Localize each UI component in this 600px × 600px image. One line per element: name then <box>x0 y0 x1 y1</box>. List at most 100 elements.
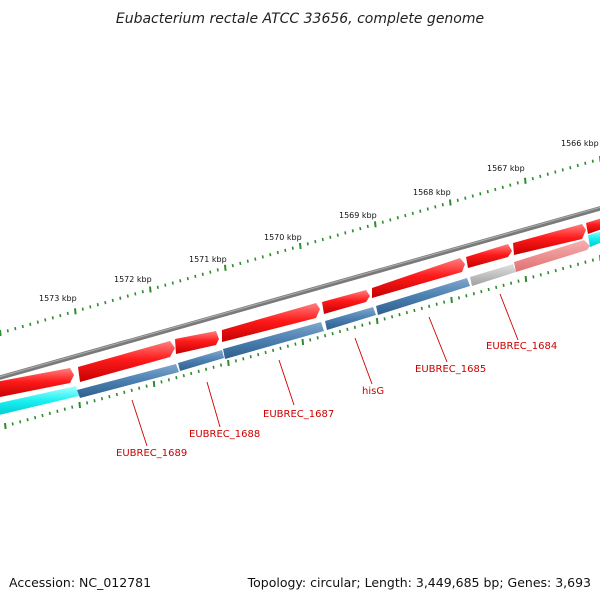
minor-tick <box>160 380 163 384</box>
minor-tick <box>100 397 104 401</box>
cds-reverse[interactable] <box>376 278 470 315</box>
minor-tick <box>234 359 237 363</box>
minor-tick <box>404 213 407 218</box>
minor-tick <box>562 266 565 271</box>
minor-tick <box>194 274 197 279</box>
cds-forward[interactable] <box>372 258 465 298</box>
minor-tick <box>434 205 437 209</box>
scale-label: 1572 kbp <box>114 275 152 284</box>
major-tick <box>374 221 377 228</box>
minor-tick <box>472 292 475 296</box>
minor-tick <box>272 348 275 353</box>
minor-tick <box>591 159 594 163</box>
minor-tick <box>517 279 520 283</box>
minor-tick <box>443 300 446 304</box>
major-tick <box>450 296 453 304</box>
minor-tick <box>145 384 148 388</box>
minor-tick <box>405 310 408 315</box>
minor-tick <box>231 263 234 268</box>
minor-tick <box>14 326 17 331</box>
minor-tick <box>197 369 200 374</box>
minor-tick <box>309 338 312 342</box>
gene-label[interactable]: hisG <box>362 386 384 397</box>
gene-label[interactable]: EUBREC_1684 <box>486 341 557 352</box>
gene-label[interactable]: EUBREC_1685 <box>415 364 486 375</box>
cds-forward[interactable] <box>586 217 600 234</box>
cds-pseudo-forward[interactable] <box>514 240 590 272</box>
rna-feature[interactable] <box>588 230 600 247</box>
minor-tick <box>63 407 66 411</box>
scale-label: 1570 kbp <box>264 233 302 242</box>
minor-tick <box>66 311 69 316</box>
minor-tick <box>36 320 39 324</box>
minor-tick <box>71 405 74 409</box>
cds-forward[interactable] <box>466 244 512 268</box>
minor-tick <box>257 352 260 357</box>
minor-tick <box>509 183 512 187</box>
minor-tick <box>179 279 182 283</box>
cds-forward[interactable] <box>222 303 320 342</box>
minor-tick <box>89 305 92 309</box>
scale-label: 1567 kbp <box>487 164 525 173</box>
minor-tick <box>249 355 252 359</box>
minor-tick <box>324 334 327 338</box>
minor-tick <box>175 376 178 380</box>
minor-tick <box>331 331 334 336</box>
minor-tick <box>396 216 399 220</box>
major-tick <box>299 242 302 250</box>
minor-tick <box>398 313 401 317</box>
minor-tick <box>86 401 89 405</box>
minor-tick <box>366 224 369 229</box>
cds-reverse[interactable] <box>77 364 179 398</box>
minor-tick <box>480 289 483 294</box>
minor-tick <box>48 411 51 416</box>
cds-reverse[interactable] <box>178 350 224 371</box>
minor-tick <box>269 253 272 257</box>
gene-label[interactable]: EUBREC_1689 <box>116 448 187 459</box>
major-tick <box>524 275 528 283</box>
minor-tick <box>487 287 490 292</box>
gene-labels: EUBREC_1689 EUBREC_1688 EUBREC_1687 hisG… <box>116 341 557 459</box>
cds-reverse[interactable] <box>223 322 324 359</box>
minor-tick <box>171 281 174 285</box>
minor-tick <box>201 272 204 276</box>
minor-tick <box>576 262 580 266</box>
cds-reverse[interactable] <box>325 307 376 330</box>
minor-tick <box>411 211 414 216</box>
scale-label: 1571 kbp <box>189 255 227 264</box>
minor-tick <box>336 233 339 237</box>
minor-tick <box>21 324 24 329</box>
minor-tick <box>532 275 535 279</box>
scale-ticks-inner <box>4 255 600 430</box>
cds-forward[interactable] <box>175 331 219 354</box>
minor-tick <box>115 392 118 397</box>
minor-tick <box>361 323 364 327</box>
pseudo-feature[interactable] <box>470 264 516 286</box>
cds-forward[interactable] <box>513 224 586 255</box>
cds-forward[interactable] <box>0 368 74 398</box>
scale-ticks-outer <box>0 156 600 337</box>
minor-tick <box>353 325 356 329</box>
major-tick <box>449 199 452 206</box>
minor-tick <box>479 192 482 196</box>
minor-tick <box>123 390 126 395</box>
minor-tick <box>584 260 587 264</box>
minor-tick <box>346 327 349 332</box>
scale-labels: 1573 kbp 1572 kbp 1571 kbp 1570 kbp 1569… <box>39 139 599 303</box>
minor-tick <box>51 316 54 320</box>
cds-forward[interactable] <box>78 341 175 382</box>
minor-tick <box>516 181 519 185</box>
minor-tick <box>306 242 309 246</box>
minor-tick <box>368 321 371 325</box>
minor-tick <box>495 285 498 290</box>
rna-feature[interactable] <box>0 386 79 416</box>
minor-tick <box>239 261 242 266</box>
minor-tick <box>413 308 416 313</box>
minor-tick <box>329 235 332 239</box>
cds-forward[interactable] <box>322 290 370 314</box>
minor-tick <box>591 258 594 262</box>
minor-tick <box>419 209 422 213</box>
gene-label[interactable]: EUBREC_1688 <box>189 429 260 440</box>
minor-tick <box>261 255 264 259</box>
gene-label[interactable]: EUBREC_1687 <box>263 409 334 420</box>
